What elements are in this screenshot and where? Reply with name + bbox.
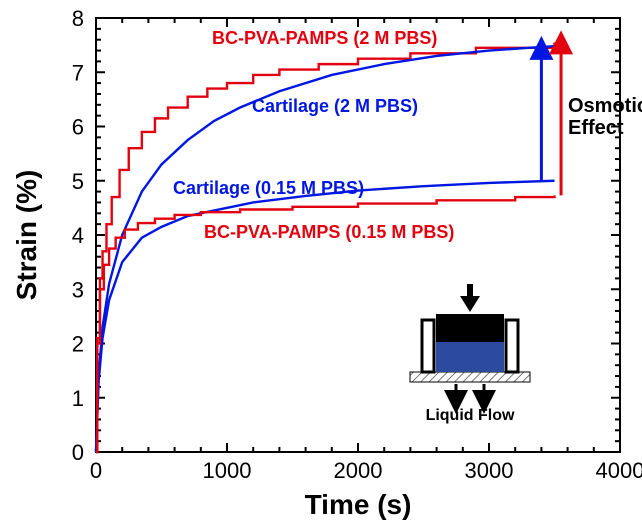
series-label-bc_2m: BC-PVA-PAMPS (2 M PBS) [212,28,437,48]
y-tick-label: 3 [72,277,84,302]
inset-diagram: Liquid Flow [410,284,530,424]
inset-flow-label: Liquid Flow [426,407,515,424]
osmotic-label: Effect [568,117,624,139]
inset-sample [436,342,504,372]
x-tick-label: 0 [90,458,102,483]
y-tick-label: 6 [72,115,84,140]
y-tick-label: 5 [72,169,84,194]
y-tick-label: 2 [72,332,84,357]
inset-left-wall [422,320,434,372]
y-axis-title: Strain (%) [11,170,42,301]
chart-container: 0 1000 2000 3000 4000 0 1 2 3 4 5 6 7 8 Time (s) Strain… [0,0,642,530]
series-label-cart_2m: Cartilage (2 M PBS) [252,96,418,116]
x-tick-label: 1000 [203,458,252,483]
y-tick-label: 4 [72,223,84,248]
x-tick-label: 3000 [465,458,514,483]
series-label-cart_015m: Cartilage (0.15 M PBS) [173,178,364,198]
y-tick-label: 7 [72,60,84,85]
y-tick-label: 8 [72,6,84,31]
y-tick-label: 0 [72,440,84,465]
inset-piston [436,314,504,342]
chart-svg: 0 1000 2000 3000 4000 0 1 2 3 4 5 6 7 8 Time (s) Strain… [0,0,642,530]
inset-right-wall [506,320,518,372]
osmotic-label: Osmotic [568,95,642,117]
x-tick-label: 4000 [596,458,642,483]
series-label-bc_015m: BC-PVA-PAMPS (0.15 M PBS) [204,222,454,242]
y-tick-label: 1 [72,386,84,411]
inset-load-arrow [460,296,480,312]
x-axis-title: Time (s) [305,489,412,520]
x-tick-label: 2000 [334,458,383,483]
